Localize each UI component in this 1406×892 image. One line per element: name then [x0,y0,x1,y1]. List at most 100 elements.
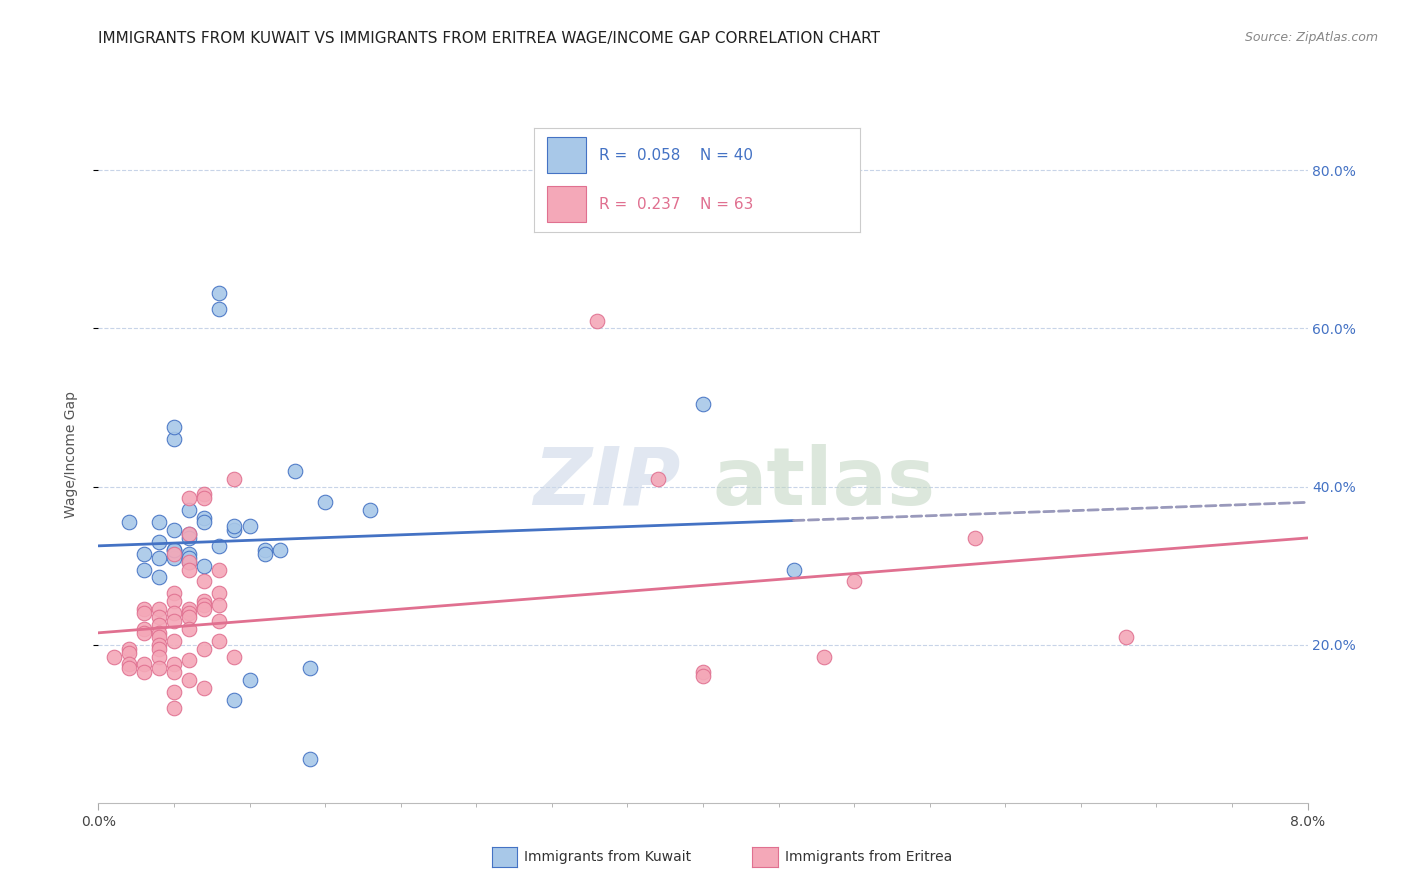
Point [179,547,201,561]
Point [163,523,186,537]
Point [193,681,215,695]
Point [1115,630,1137,644]
Point [132,563,155,577]
Point [193,574,215,589]
Point [148,610,170,624]
Point [193,594,215,608]
Point [208,598,231,612]
Point [163,606,186,620]
Point [148,641,170,656]
Point [224,519,246,533]
Point [163,657,186,672]
Point [208,633,231,648]
Point [179,555,201,569]
Point [103,649,125,664]
Point [132,606,155,620]
Point [193,558,215,573]
Point [132,602,155,616]
Point [163,550,186,565]
Point [148,550,170,565]
Point [163,614,186,628]
Text: ZIP: ZIP [533,443,681,522]
Point [118,515,141,529]
Text: Immigrants from Eritrea: Immigrants from Eritrea [785,850,952,864]
Point [586,313,609,327]
Point [148,602,170,616]
Point [179,555,201,569]
Point [360,503,382,517]
Y-axis label: Wage/Income Gap: Wage/Income Gap [63,392,77,518]
Text: Immigrants from Kuwait: Immigrants from Kuwait [524,850,692,864]
Point [193,641,215,656]
Point [132,657,155,672]
Point [179,527,201,541]
Point [179,550,201,565]
Point [148,625,170,640]
Point [239,673,262,688]
Point [148,570,170,584]
Point [224,523,246,537]
Point [118,657,141,672]
Point [179,503,201,517]
Point [118,661,141,675]
Point [299,661,322,675]
Point [148,649,170,664]
Point [844,574,866,589]
Point [253,542,276,557]
Point [179,622,201,636]
Point [692,396,714,410]
Point [179,527,201,541]
Point [163,586,186,600]
Point [163,665,186,680]
Point [163,701,186,715]
Point [193,602,215,616]
Point [783,563,806,577]
Text: atlas: atlas [713,443,935,522]
Point [647,472,669,486]
Point [163,594,186,608]
Point [208,285,231,300]
Point [148,661,170,675]
Point [208,539,231,553]
Point [239,519,262,533]
Point [179,653,201,667]
Point [193,598,215,612]
Point [692,669,714,683]
Point [163,420,186,434]
Point [284,464,307,478]
Point [208,563,231,577]
Point [299,752,322,766]
Point [314,495,336,509]
Point [118,646,141,660]
Point [193,511,215,525]
Point [253,547,276,561]
Point [224,693,246,707]
Point [163,685,186,699]
Point [692,665,714,680]
Point [224,472,246,486]
Point [148,638,170,652]
Point [179,602,201,616]
Point [269,542,291,557]
Point [208,614,231,628]
Point [148,515,170,529]
Point [179,606,201,620]
Point [965,531,987,545]
Point [148,618,170,632]
Point [813,649,835,664]
Point [179,610,201,624]
Point [148,534,170,549]
Point [163,432,186,446]
Point [208,301,231,316]
Point [132,547,155,561]
Point [132,622,155,636]
Point [179,531,201,545]
Point [179,673,201,688]
Point [193,515,215,529]
Point [179,563,201,577]
Text: Source: ZipAtlas.com: Source: ZipAtlas.com [1244,31,1378,45]
Point [132,665,155,680]
Point [179,491,201,506]
Point [163,633,186,648]
Point [163,542,186,557]
